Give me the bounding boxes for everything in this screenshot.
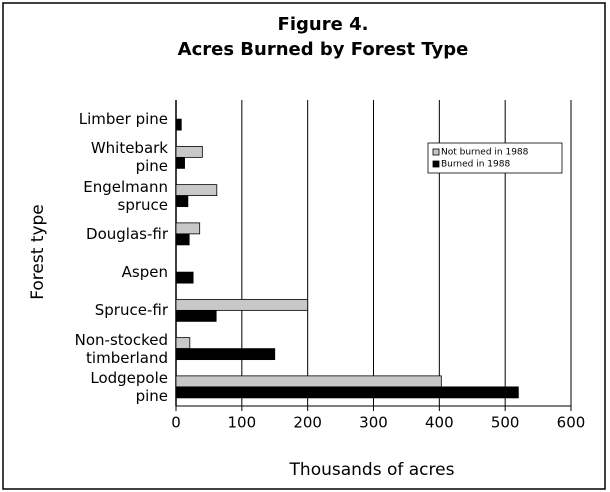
bar xyxy=(175,386,519,399)
y-tick-label: Whitebark pine xyxy=(90,139,168,176)
bar xyxy=(175,298,309,311)
bar xyxy=(175,118,182,131)
x-tick-label: 0 xyxy=(171,414,181,432)
bar xyxy=(175,145,203,158)
chart-title: Figure 4. xyxy=(278,14,369,35)
y-tick-label: Engelmann spruce xyxy=(83,177,168,214)
y-tick-label: Aspen xyxy=(121,263,168,282)
x-tick-label: 600 xyxy=(557,414,586,432)
x-axis-label: Thousands of acres xyxy=(289,460,455,480)
bar xyxy=(175,222,201,235)
x-tick-label: 500 xyxy=(491,414,520,432)
bar xyxy=(175,348,276,361)
x-tick-label: 300 xyxy=(359,414,388,432)
bar xyxy=(175,337,191,350)
bar xyxy=(175,233,190,246)
y-tick-label: Limber pine xyxy=(78,110,168,129)
bar xyxy=(175,375,442,388)
y-axis-label: Forest type xyxy=(28,204,48,300)
legend-swatch xyxy=(432,148,440,156)
y-tick-label: Lodgepole pine xyxy=(90,368,168,405)
x-tick-label: 200 xyxy=(293,414,322,432)
y-tick-label: Spruce-fir xyxy=(94,301,168,320)
bar xyxy=(175,271,194,284)
bar xyxy=(175,309,217,322)
chart-subtitle: Acres Burned by Forest Type xyxy=(178,39,469,60)
bar xyxy=(175,195,189,208)
y-tick-label: Non-stocked timberland xyxy=(74,330,168,367)
legend-label: Not burned in 1988 xyxy=(441,148,529,158)
x-tick-label: 100 xyxy=(228,414,257,432)
legend-swatch xyxy=(432,160,440,168)
bar xyxy=(175,156,185,169)
legend-box xyxy=(427,142,563,174)
bar xyxy=(175,184,218,197)
legend-label: Burned in 1988 xyxy=(441,160,510,170)
x-tick-label: 400 xyxy=(425,414,454,432)
y-tick-label: Douglas-fir xyxy=(86,224,168,243)
